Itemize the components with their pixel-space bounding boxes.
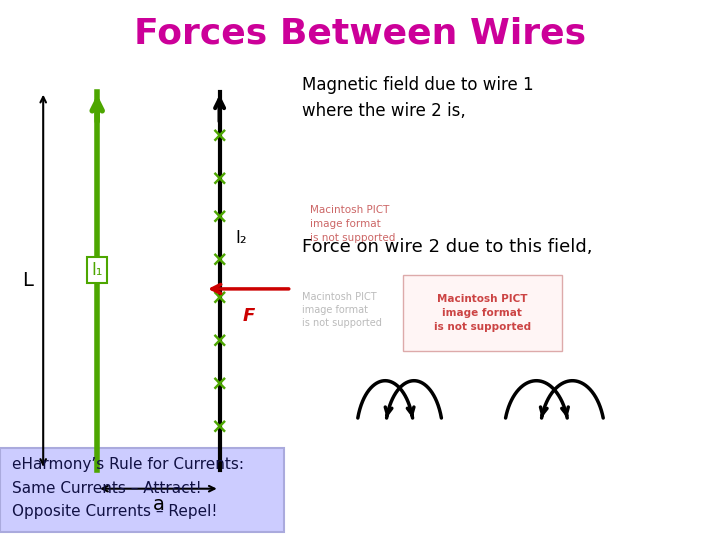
Text: ×: × [211,206,228,226]
Text: ×: × [211,168,228,188]
Text: ×: × [211,125,228,145]
FancyBboxPatch shape [403,275,562,351]
Text: ×: × [211,416,228,437]
Text: F: F [242,307,255,325]
Text: L: L [22,271,33,291]
Text: eHarmony’s Rule for Currents:
Same Currents – Attract!
Opposite Currents – Repel: eHarmony’s Rule for Currents: Same Curre… [12,457,244,519]
Text: ×: × [211,373,228,394]
Text: Macintosh PICT
image format
is not supported: Macintosh PICT image format is not suppo… [310,205,395,243]
FancyBboxPatch shape [0,448,284,532]
Text: ×: × [211,330,228,350]
Text: I₁: I₁ [91,261,103,279]
Text: Macintosh PICT
image format
is not supported: Macintosh PICT image format is not suppo… [302,292,382,328]
Text: Macintosh PICT
image format
is not supported: Macintosh PICT image format is not suppo… [434,294,531,332]
Text: Magnetic field due to wire 1
where the wire 2 is,: Magnetic field due to wire 1 where the w… [302,76,534,120]
Text: ×: × [211,249,228,269]
Text: Forces Between Wires: Forces Between Wires [134,16,586,50]
Text: Force on wire 2 due to this field,: Force on wire 2 due to this field, [302,238,593,255]
Text: ×: × [211,287,228,307]
Text: I₂: I₂ [235,228,247,247]
Text: a: a [153,495,164,515]
